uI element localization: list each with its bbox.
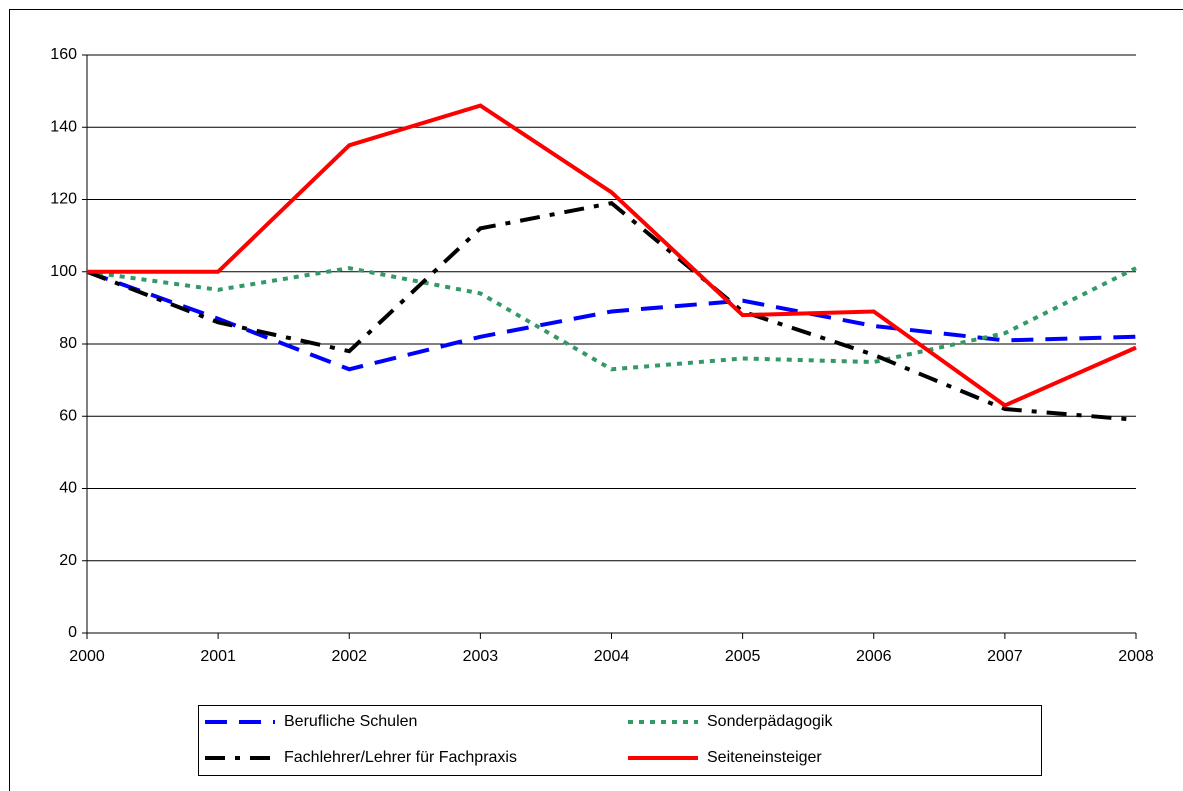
series-line [86,269,1137,372]
chart-border [9,9,1183,791]
legend-label: Seiteneinsteiger [707,749,822,766]
y-tick-label: 0 [68,624,77,641]
series-line [87,103,1137,408]
series-line [86,266,1137,372]
y-tick-label: 80 [59,335,77,352]
y-tick-label: 60 [59,407,77,424]
x-tick-label: 2004 [594,648,630,665]
legend-label: Sonderpädagogik [707,713,833,730]
y-tick-label: 120 [50,191,77,208]
x-tick-label: 2000 [69,648,105,665]
x-tick-label: 2005 [725,648,761,665]
x-tick-label: 2008 [1118,648,1154,665]
legend-label: Berufliche Schulen [284,713,417,730]
x-tick-label: 2006 [856,648,892,665]
y-tick-label: 160 [50,46,77,63]
series-line [86,200,1137,422]
legend-box [198,705,1042,776]
y-tick-label: 40 [59,480,77,497]
x-tick-label: 2002 [331,648,367,665]
x-tick-label: 2003 [463,648,499,665]
y-tick-label: 20 [59,552,77,569]
x-tick-label: 2007 [987,648,1023,665]
y-tick-label: 100 [50,263,77,280]
y-tick-label: 140 [50,118,77,135]
x-tick-label: 2001 [200,648,236,665]
legend-label: Fachlehrer/Lehrer für Fachpraxis [284,749,517,766]
